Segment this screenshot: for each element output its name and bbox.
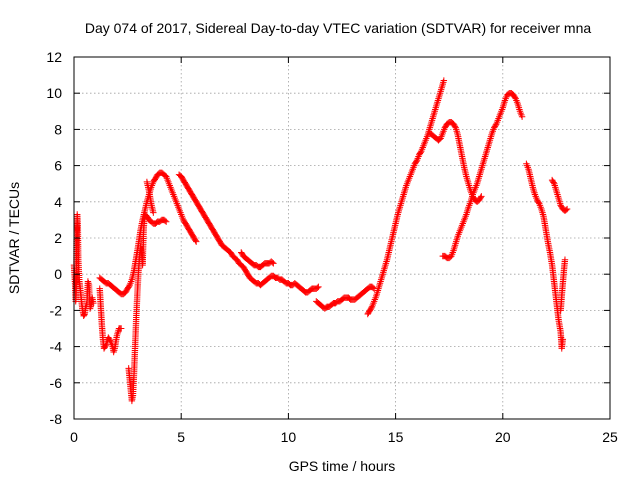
y-tick-label: 0 [54,266,62,282]
y-tick-label: 10 [46,85,62,101]
data-point [559,336,567,343]
data-point [269,259,276,266]
chart-title: Day 074 of 2017, Sidereal Day-to-day VTE… [85,20,591,36]
data-point [561,256,569,263]
data-point [413,158,420,165]
y-tick-label: 12 [46,49,62,65]
data-point [535,199,542,206]
data-point [417,149,424,156]
x-tick-label: 15 [388,429,404,445]
x-tick-label: 20 [495,429,511,445]
data-point [478,193,485,200]
y-tick-label: -4 [50,339,63,355]
data-point [270,260,277,267]
data-point [80,311,88,319]
y-tick-label: -8 [50,411,63,427]
data-point [368,304,375,312]
y-axis: -8 -6 -4 -2 0 2 4 6 8 10 12 [46,49,610,427]
grid-lines [74,57,610,419]
data-point [440,77,448,84]
data-point [563,205,571,213]
x-tick-label: 25 [602,429,618,445]
data-point [192,237,199,244]
data-point [562,206,570,214]
data-point [518,113,526,120]
x-tick-label: 5 [177,429,185,445]
data-points [70,77,571,405]
data-point [106,336,113,344]
x-tick-label: 10 [281,429,297,445]
data-point [193,238,200,245]
data-point [150,209,157,216]
data-point [162,218,170,225]
data-point [117,325,125,332]
data-point [161,217,169,225]
data-point [451,123,459,130]
data-point [315,283,322,291]
data-point [314,284,321,291]
data-point [102,342,109,350]
x-axis: 0 5 10 15 20 25 [70,57,618,445]
x-axis-label: GPS time / hours [289,458,396,474]
data-point [90,299,97,307]
data-point [511,94,519,101]
data-point [492,121,499,129]
data-point [477,194,484,201]
y-axis-label: SDTVAR / TECUs [6,182,22,294]
y-tick-label: 2 [54,230,62,246]
y-tick-label: 6 [54,158,62,174]
y-tick-label: -2 [50,302,63,318]
y-tick-label: 8 [54,121,62,137]
data-point [369,284,377,291]
y-tick-label: 4 [54,194,62,210]
y-tick-label: -6 [50,375,63,391]
data-point [550,179,557,186]
data-point [125,283,133,290]
x-tick-label: 0 [70,429,78,445]
